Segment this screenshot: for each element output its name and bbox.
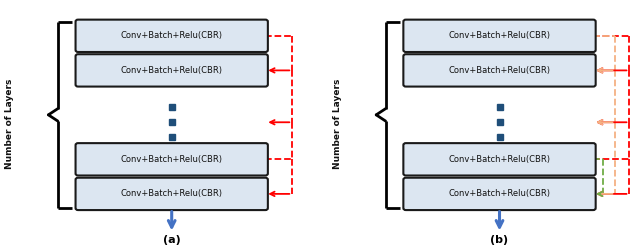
FancyBboxPatch shape: [76, 54, 268, 87]
Text: Number of Layers: Number of Layers: [333, 78, 342, 169]
FancyBboxPatch shape: [403, 20, 596, 52]
Text: (b): (b): [490, 235, 509, 245]
Text: Conv+Batch+Relu(CBR): Conv+Batch+Relu(CBR): [449, 31, 550, 40]
Text: Conv+Batch+Relu(CBR): Conv+Batch+Relu(CBR): [121, 189, 223, 198]
FancyBboxPatch shape: [403, 54, 596, 87]
Text: Conv+Batch+Relu(CBR): Conv+Batch+Relu(CBR): [121, 66, 223, 75]
FancyBboxPatch shape: [403, 178, 596, 210]
Text: Number of Layers: Number of Layers: [5, 78, 14, 169]
Text: Conv+Batch+Relu(CBR): Conv+Batch+Relu(CBR): [121, 31, 223, 40]
Text: Conv+Batch+Relu(CBR): Conv+Batch+Relu(CBR): [449, 155, 550, 164]
Text: Conv+Batch+Relu(CBR): Conv+Batch+Relu(CBR): [449, 66, 550, 75]
FancyBboxPatch shape: [403, 143, 596, 176]
FancyBboxPatch shape: [76, 178, 268, 210]
FancyBboxPatch shape: [76, 143, 268, 176]
Text: Conv+Batch+Relu(CBR): Conv+Batch+Relu(CBR): [449, 189, 550, 198]
FancyBboxPatch shape: [76, 20, 268, 52]
Text: Conv+Batch+Relu(CBR): Conv+Batch+Relu(CBR): [121, 155, 223, 164]
Text: (a): (a): [163, 235, 180, 245]
